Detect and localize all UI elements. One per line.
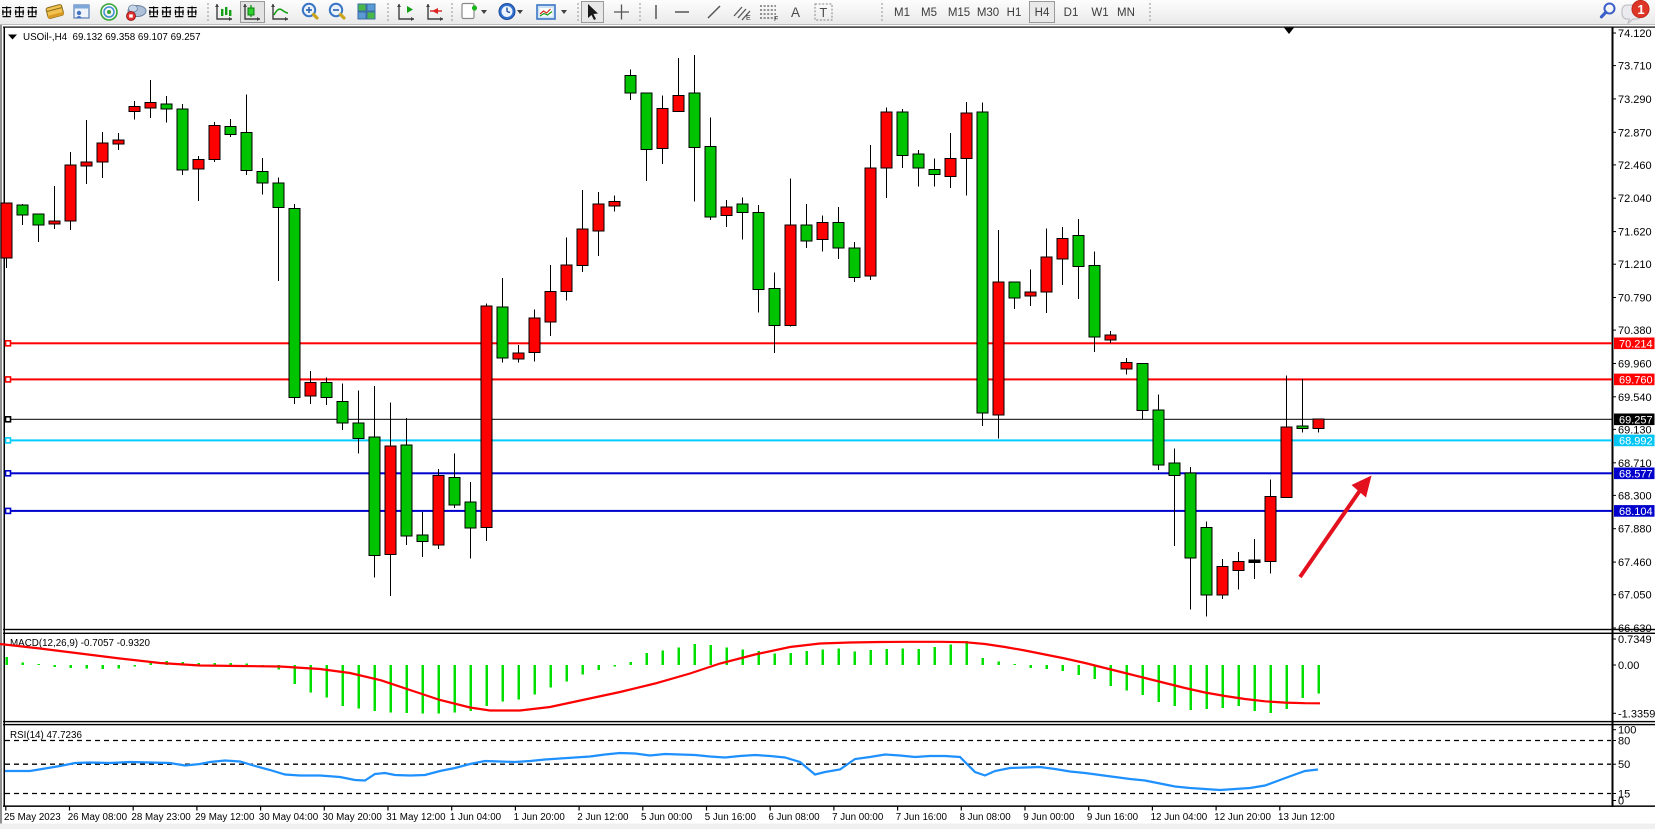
svg-text:8 Jun 08:00: 8 Jun 08:00 xyxy=(960,812,1012,823)
svg-text:68.710: 68.710 xyxy=(1618,458,1652,470)
svg-text:72.870: 72.870 xyxy=(1618,127,1652,139)
svg-text:A: A xyxy=(791,5,800,20)
svg-text:70.214: 70.214 xyxy=(1619,338,1653,350)
svg-text:68.104: 68.104 xyxy=(1619,506,1653,518)
svg-text:30 May 04:00: 30 May 04:00 xyxy=(259,812,319,823)
svg-text:12 Jun 20:00: 12 Jun 20:00 xyxy=(1214,812,1271,823)
svg-text:71.210: 71.210 xyxy=(1618,259,1652,271)
svg-text:71.620: 71.620 xyxy=(1618,227,1652,239)
svg-text:9 Jun 16:00: 9 Jun 16:00 xyxy=(1087,812,1139,823)
svg-text:H4: H4 xyxy=(1035,7,1050,19)
svg-text:M1: M1 xyxy=(894,7,910,19)
svg-text:F: F xyxy=(774,16,778,23)
svg-text:6 Jun 08:00: 6 Jun 08:00 xyxy=(768,812,820,823)
svg-text:MACD(12,26,9) -0.7057 -0.9320: MACD(12,26,9) -0.7057 -0.9320 xyxy=(10,638,151,649)
svg-text:69.257: 69.257 xyxy=(1619,414,1653,426)
svg-text:E: E xyxy=(746,15,751,22)
svg-text:70.790: 70.790 xyxy=(1618,293,1652,305)
svg-text:W1: W1 xyxy=(1091,7,1108,19)
svg-text:USOil-,H4 69.132 69.358 69.10: USOil-,H4 69.132 69.358 69.107 69.257 xyxy=(23,32,201,43)
svg-text:7 Jun 16:00: 7 Jun 16:00 xyxy=(896,812,948,823)
svg-text:67.050: 67.050 xyxy=(1618,590,1652,602)
svg-text:T: T xyxy=(820,6,828,20)
svg-text:1 Jun 20:00: 1 Jun 20:00 xyxy=(514,812,566,823)
svg-text:0.7349: 0.7349 xyxy=(1618,634,1652,646)
svg-text:M5: M5 xyxy=(921,7,937,19)
svg-text:74.120: 74.120 xyxy=(1618,28,1652,40)
svg-text:5 Jun 16:00: 5 Jun 16:00 xyxy=(705,812,757,823)
svg-text:31 May 12:00: 31 May 12:00 xyxy=(386,812,446,823)
svg-text:73.710: 73.710 xyxy=(1618,61,1652,73)
svg-text:0: 0 xyxy=(1618,796,1624,808)
svg-text:68.577: 68.577 xyxy=(1619,468,1653,480)
svg-text:D1: D1 xyxy=(1064,7,1079,19)
svg-text:MN: MN xyxy=(1117,7,1135,19)
svg-text:80: 80 xyxy=(1618,736,1630,748)
svg-text:50: 50 xyxy=(1618,759,1630,771)
svg-text:69.130: 69.130 xyxy=(1618,424,1652,436)
svg-text:69.540: 69.540 xyxy=(1618,392,1652,404)
svg-text:M30: M30 xyxy=(977,7,999,19)
svg-text:0.00: 0.00 xyxy=(1618,660,1639,672)
svg-text:25 May 2023: 25 May 2023 xyxy=(4,812,61,823)
svg-text:29 May 12:00: 29 May 12:00 xyxy=(195,812,255,823)
svg-text:13 Jun 12:00: 13 Jun 12:00 xyxy=(1278,812,1335,823)
svg-text:28 May 23:00: 28 May 23:00 xyxy=(131,812,191,823)
svg-text:RSI(14) 47.7236: RSI(14) 47.7236 xyxy=(10,730,82,741)
svg-text:1: 1 xyxy=(1637,2,1644,17)
svg-text:M15: M15 xyxy=(948,7,970,19)
svg-text:73.290: 73.290 xyxy=(1618,94,1652,106)
svg-text:69.960: 69.960 xyxy=(1618,359,1652,371)
svg-text:2 Jun 12:00: 2 Jun 12:00 xyxy=(577,812,629,823)
svg-text:72.460: 72.460 xyxy=(1618,160,1652,172)
svg-text:72.040: 72.040 xyxy=(1618,193,1652,205)
svg-text:66.630: 66.630 xyxy=(1618,623,1652,635)
svg-text:100: 100 xyxy=(1618,725,1636,737)
svg-text:70.380: 70.380 xyxy=(1618,325,1652,337)
svg-text:-1.3359: -1.3359 xyxy=(1618,708,1655,720)
svg-text:1 Jun 04:00: 1 Jun 04:00 xyxy=(450,812,502,823)
svg-text:69.760: 69.760 xyxy=(1619,374,1653,386)
svg-text:67.880: 67.880 xyxy=(1618,524,1652,536)
svg-text:67.460: 67.460 xyxy=(1618,557,1652,569)
svg-text:30 May 20:00: 30 May 20:00 xyxy=(323,812,383,823)
svg-text:9 Jun 00:00: 9 Jun 00:00 xyxy=(1023,812,1075,823)
svg-text:5 Jun 00:00: 5 Jun 00:00 xyxy=(641,812,693,823)
svg-text:12 Jun 04:00: 12 Jun 04:00 xyxy=(1151,812,1208,823)
svg-text:26 May 08:00: 26 May 08:00 xyxy=(68,812,128,823)
svg-text:7 Jun 00:00: 7 Jun 00:00 xyxy=(832,812,884,823)
svg-text:15: 15 xyxy=(1618,789,1630,801)
svg-text:68.300: 68.300 xyxy=(1618,490,1652,502)
svg-text:H1: H1 xyxy=(1007,7,1022,19)
svg-text:68.992: 68.992 xyxy=(1619,435,1653,447)
